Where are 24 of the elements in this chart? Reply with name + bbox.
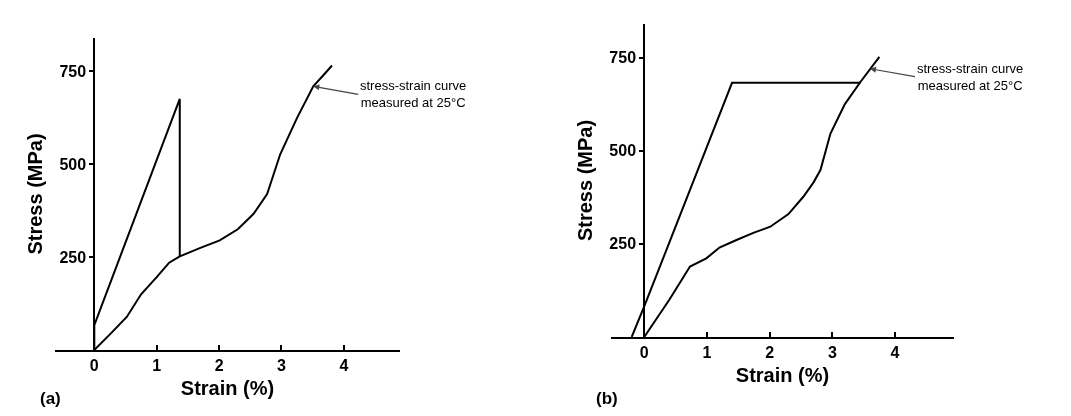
y-axis-title: Stress (MPa) xyxy=(574,119,597,242)
y-tick-label: 750 xyxy=(59,63,87,81)
y-tick-label: 250 xyxy=(59,248,87,266)
x-tick-label: 0 xyxy=(639,344,649,362)
y-axis-title: Stress (MPa) xyxy=(24,133,47,255)
x-tick-label: 4 xyxy=(339,357,349,375)
x-tick-label: 1 xyxy=(152,357,162,375)
y-tick-label: 500 xyxy=(609,142,637,160)
x-tick-label: 4 xyxy=(890,344,900,362)
x-tick-label: 2 xyxy=(214,357,224,375)
x-axis-title: Strain (%) xyxy=(180,377,275,400)
annotation: stress-strain curve measured at 25°C xyxy=(917,61,1024,93)
annotation: stress-strain curve measured at 25°C xyxy=(360,78,467,110)
y-tick-label: 250 xyxy=(609,235,637,253)
x-tick-label: 3 xyxy=(277,357,287,375)
x-tick-label: 2 xyxy=(765,344,775,362)
x-axis-title: Strain (%) xyxy=(735,364,830,387)
x-tick-label: 0 xyxy=(89,357,99,375)
y-tick-label: 750 xyxy=(609,49,637,67)
text: (a) xyxy=(40,389,61,408)
text: (b) xyxy=(596,389,618,408)
x-tick-label: 3 xyxy=(827,344,837,362)
y-tick-label: 500 xyxy=(59,155,87,173)
x-tick-label: 1 xyxy=(702,344,712,362)
